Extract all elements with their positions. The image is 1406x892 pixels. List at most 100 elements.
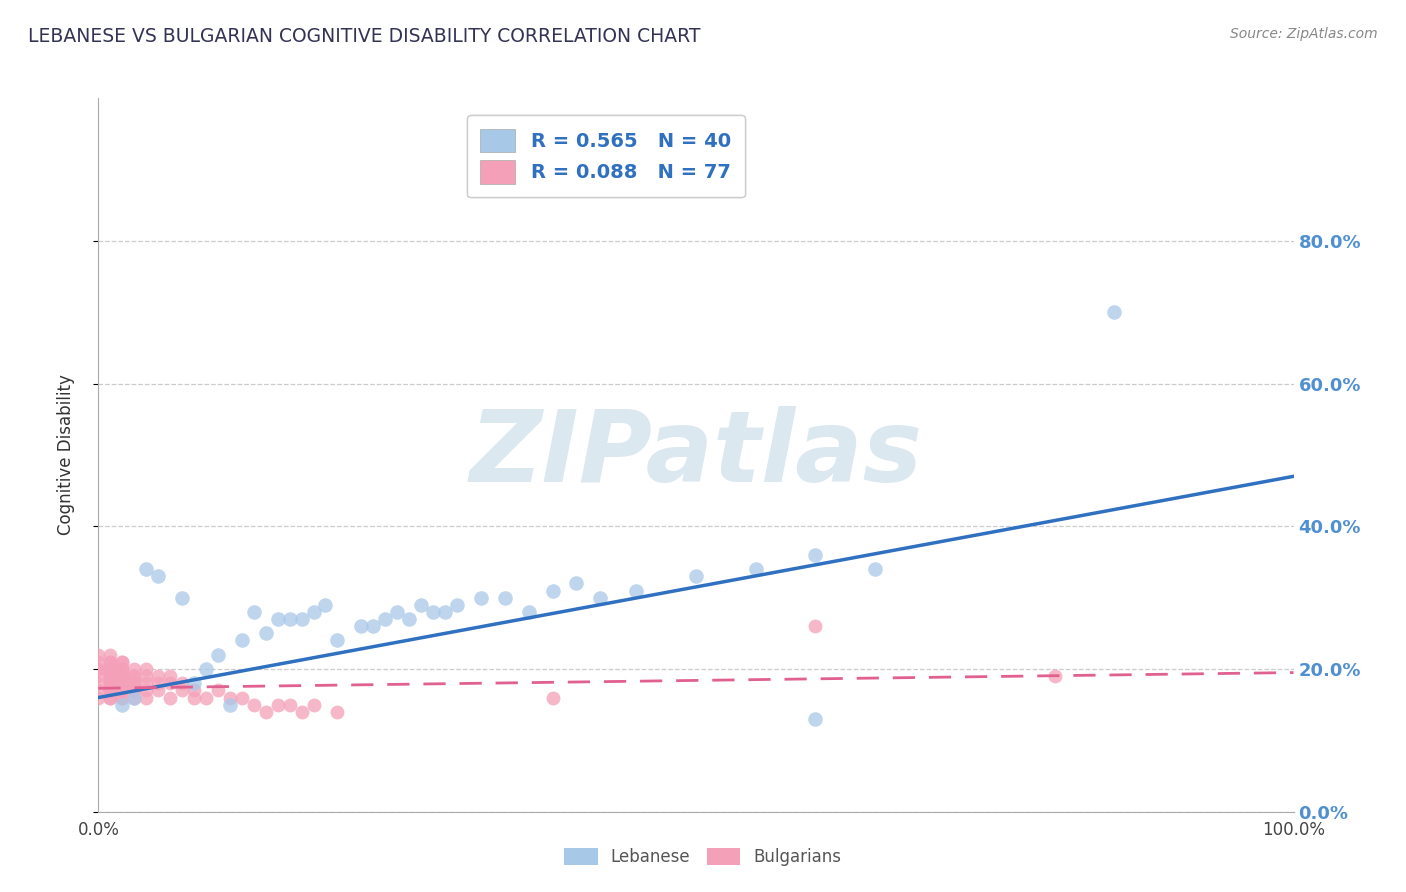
Point	[1102, 305, 1125, 319]
Point	[111, 690, 134, 705]
Point	[243, 698, 266, 712]
Point	[350, 619, 373, 633]
Point	[148, 683, 170, 698]
Point	[98, 648, 122, 662]
Y-axis label: Cognitive Disability: Cognitive Disability	[56, 375, 75, 535]
Point	[291, 612, 314, 626]
Point	[98, 662, 122, 676]
Point	[267, 698, 290, 712]
Point	[207, 648, 229, 662]
Point	[98, 683, 122, 698]
Point	[87, 648, 110, 662]
Point	[183, 676, 205, 690]
Point	[231, 633, 253, 648]
Point	[159, 690, 181, 705]
Point	[302, 605, 325, 619]
Point	[541, 690, 564, 705]
Point	[398, 612, 420, 626]
Point	[124, 669, 146, 683]
Point	[111, 662, 134, 676]
Point	[863, 562, 887, 576]
Point	[87, 669, 110, 683]
Point	[804, 548, 827, 562]
Point	[494, 591, 516, 605]
Text: ZIPatlas: ZIPatlas	[470, 407, 922, 503]
Point	[207, 683, 229, 698]
Point	[363, 619, 385, 633]
Point	[159, 676, 181, 690]
Point	[111, 669, 134, 683]
Point	[111, 669, 134, 683]
Point	[98, 676, 122, 690]
Point	[194, 690, 218, 705]
Point	[148, 569, 170, 583]
Point	[98, 690, 122, 705]
Point	[98, 662, 122, 676]
Point	[124, 690, 146, 705]
Point	[278, 612, 301, 626]
Point	[804, 712, 827, 726]
Point	[183, 683, 205, 698]
Point	[326, 633, 349, 648]
Point	[98, 669, 122, 683]
Point	[111, 690, 134, 705]
Point	[87, 683, 110, 698]
Point	[111, 655, 134, 669]
Point	[87, 662, 110, 676]
Point	[124, 662, 146, 676]
Point	[183, 690, 205, 705]
Point	[111, 676, 134, 690]
Point	[124, 683, 146, 698]
Point	[98, 683, 122, 698]
Point	[267, 612, 290, 626]
Point	[541, 583, 564, 598]
Point	[172, 676, 194, 690]
Point	[135, 669, 157, 683]
Point	[124, 669, 146, 683]
Point	[254, 626, 277, 640]
Point	[124, 683, 146, 698]
Point	[470, 591, 492, 605]
Point	[302, 698, 325, 712]
Point	[374, 612, 396, 626]
Point	[98, 690, 122, 705]
Point	[135, 683, 157, 698]
Point	[626, 583, 648, 598]
Point	[685, 569, 707, 583]
Point	[98, 669, 122, 683]
Point	[278, 698, 301, 712]
Point	[98, 655, 122, 669]
Point	[804, 619, 827, 633]
Point	[411, 598, 433, 612]
Point	[159, 669, 181, 683]
Point	[194, 662, 218, 676]
Point	[98, 669, 122, 683]
Point	[422, 605, 444, 619]
Point	[111, 655, 134, 669]
Point	[219, 698, 242, 712]
Point	[135, 662, 157, 676]
Point	[124, 676, 146, 690]
Point	[589, 591, 612, 605]
Point	[111, 683, 134, 698]
Point	[98, 662, 122, 676]
Point	[172, 683, 194, 698]
Point	[98, 655, 122, 669]
Point	[148, 676, 170, 690]
Point	[98, 676, 122, 690]
Text: Source: ZipAtlas.com: Source: ZipAtlas.com	[1230, 27, 1378, 41]
Point	[433, 605, 456, 619]
Point	[172, 591, 194, 605]
Point	[326, 705, 349, 719]
Point	[517, 605, 540, 619]
Legend: R = 0.565   N = 40, R = 0.088   N = 77: R = 0.565 N = 40, R = 0.088 N = 77	[467, 115, 745, 197]
Legend: Lebanese, Bulgarians: Lebanese, Bulgarians	[555, 840, 851, 875]
Point	[111, 676, 134, 690]
Point	[111, 698, 134, 712]
Point	[446, 598, 468, 612]
Point	[111, 669, 134, 683]
Point	[124, 676, 146, 690]
Point	[291, 705, 314, 719]
Text: LEBANESE VS BULGARIAN COGNITIVE DISABILITY CORRELATION CHART: LEBANESE VS BULGARIAN COGNITIVE DISABILI…	[28, 27, 700, 45]
Point	[111, 662, 134, 676]
